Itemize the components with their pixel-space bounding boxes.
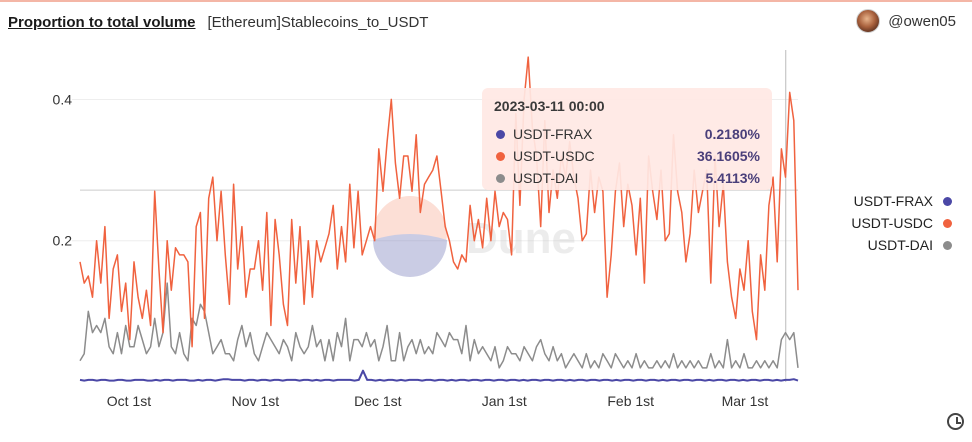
chart-header: Proportion to total volume [Ethereum]Sta… bbox=[8, 9, 956, 35]
legend-label: USDT-DAI bbox=[867, 237, 933, 253]
legend-color-dot bbox=[943, 240, 952, 250]
clock-hand bbox=[955, 417, 958, 423]
tooltip-series-name: USDT-FRAX bbox=[513, 126, 593, 142]
dune-watermark: Dune bbox=[373, 196, 576, 277]
legend-label: USDT-FRAX bbox=[853, 193, 933, 209]
series-lines bbox=[79, 56, 799, 382]
avatar bbox=[856, 9, 881, 33]
series-color-dot bbox=[496, 129, 505, 139]
tooltip-row: USDT-FRAX 0.2180% bbox=[494, 123, 760, 145]
chart-title-link[interactable]: Proportion to total volume bbox=[8, 13, 196, 31]
dune-logo-circle bbox=[373, 196, 447, 270]
y-tick-label: 0.2 bbox=[53, 233, 73, 249]
query-name: [Ethereum]Stablecoins_to_USDT bbox=[207, 13, 429, 31]
tooltip-series-value: 36.1605% bbox=[696, 148, 760, 164]
tooltip-series-value: 0.2180% bbox=[704, 126, 760, 142]
author-badge[interactable]: @owen05 bbox=[856, 9, 956, 33]
series-color-dot bbox=[496, 151, 505, 161]
clock-hand bbox=[955, 421, 961, 424]
chart-legend: USDT-FRAX USDT-USDC USDT-DAI bbox=[792, 190, 952, 256]
x-axis: Oct 1st Nov 1st Dec 1st Jan 1st Feb 1st Mar 1… bbox=[107, 393, 769, 409]
dune-watermark-text: Dune bbox=[466, 214, 576, 263]
line-chart[interactable]: Dune Oct 1st Nov 1st Dec 1st Jan 1st Feb 1st… bbox=[0, 40, 972, 442]
tooltip-row: USDT-DAI 5.4113% bbox=[494, 167, 760, 189]
series-color-dot bbox=[496, 173, 505, 183]
author-name: @owen05 bbox=[888, 12, 956, 30]
x-tick-label: Oct 1st bbox=[107, 393, 151, 409]
legend-color-dot bbox=[943, 218, 952, 228]
tooltip-series-name: USDT-DAI bbox=[513, 170, 579, 186]
top-accent-rule bbox=[0, 0, 972, 2]
series-line-usdt-frax bbox=[79, 369, 799, 382]
tooltip-series-name: USDT-USDC bbox=[513, 148, 595, 164]
x-tick-label: Nov 1st bbox=[232, 393, 280, 409]
series-line-usdt-usdc bbox=[79, 56, 799, 348]
series-line-usdt-dai bbox=[79, 282, 799, 369]
x-tick-label: Jan 1st bbox=[482, 393, 527, 409]
hover-tooltip: 2023-03-11 00:00 USDT-FRAX 0.2180% USDT-… bbox=[482, 88, 772, 190]
clock-icon[interactable] bbox=[947, 413, 964, 430]
tooltip-date: 2023-03-11 00:00 bbox=[494, 98, 605, 114]
y-axis: 0.2 0.4 bbox=[53, 91, 73, 248]
dune-logo-wave bbox=[373, 234, 447, 277]
tooltip-row: USDT-USDC 36.1605% bbox=[494, 145, 760, 167]
x-tick-label: Mar 1st bbox=[722, 393, 769, 409]
legend-label: USDT-USDC bbox=[851, 215, 933, 231]
x-tick-label: Feb 1st bbox=[607, 393, 654, 409]
legend-item-usdt-frax[interactable]: USDT-FRAX bbox=[792, 190, 952, 212]
legend-color-dot bbox=[943, 196, 952, 206]
y-tick-label: 0.4 bbox=[53, 91, 73, 107]
legend-item-usdt-dai[interactable]: USDT-DAI bbox=[792, 234, 952, 256]
x-tick-label: Dec 1st bbox=[354, 393, 402, 409]
tooltip-series-value: 5.4113% bbox=[705, 170, 761, 186]
legend-item-usdt-usdc[interactable]: USDT-USDC bbox=[792, 212, 952, 234]
